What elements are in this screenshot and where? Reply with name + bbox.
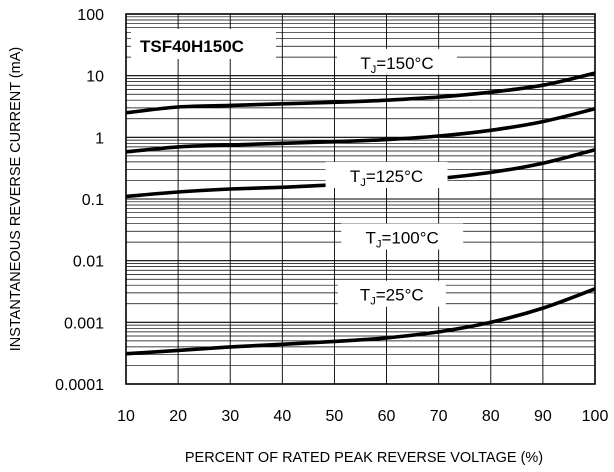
y-tick-label: 0.001 bbox=[64, 315, 104, 332]
x-tick-label: 40 bbox=[273, 408, 291, 425]
series-label-box bbox=[336, 48, 457, 75]
grid bbox=[126, 14, 595, 384]
y-tick-label: 0.0001 bbox=[55, 377, 104, 394]
series-label-1: TJ=125°C bbox=[350, 167, 423, 189]
series-label-box bbox=[341, 223, 464, 250]
x-tick-label: 10 bbox=[117, 408, 135, 425]
y-tick-label: 0.01 bbox=[73, 254, 104, 271]
series-curves bbox=[125, 71, 596, 356]
series-label-box bbox=[325, 161, 448, 188]
x-tick-label: 30 bbox=[221, 408, 239, 425]
x-tick-label: 90 bbox=[534, 408, 552, 425]
series-line-3 bbox=[125, 287, 596, 356]
chart-title: TSF40H150C bbox=[140, 37, 244, 56]
series-label-0: TJ=150°C bbox=[360, 54, 433, 76]
series-labels: TJ=150°C TJ=125°C TJ=100°C TJ=25°C bbox=[325, 48, 464, 308]
x-tick-labels: 10 20 30 40 50 60 70 80 90 100 bbox=[117, 408, 608, 425]
y-tick-label: 0.1 bbox=[82, 192, 104, 209]
plot-frame bbox=[125, 13, 596, 385]
x-tick-label: 70 bbox=[430, 408, 448, 425]
series-line-1 bbox=[125, 107, 596, 154]
series-label-2: TJ=100°C bbox=[366, 229, 439, 251]
series-label-3: TJ=25°C bbox=[360, 286, 424, 308]
y-tick-labels: 100 10 1 0.1 0.01 0.001 0.0001 bbox=[55, 7, 104, 394]
x-axis-title: PERCENT OF RATED PEAK REVERSE VOLTAGE (%… bbox=[185, 450, 543, 466]
chart-title-box bbox=[131, 29, 276, 59]
y-tick-label: 1 bbox=[95, 130, 104, 147]
y-axis-title: INSTANTANEOUS REVERSE CURRENT (mA) bbox=[8, 47, 24, 352]
x-tick-label: 20 bbox=[169, 408, 187, 425]
series-label-box bbox=[337, 280, 446, 307]
x-tick-label: 50 bbox=[326, 408, 344, 425]
x-tick-label: 80 bbox=[482, 408, 500, 425]
y-tick-label: 100 bbox=[77, 7, 104, 24]
y-tick-label: 10 bbox=[86, 69, 104, 86]
series-line-0 bbox=[125, 71, 596, 115]
x-tick-label: 60 bbox=[378, 408, 396, 425]
x-tick-label: 100 bbox=[582, 408, 609, 425]
